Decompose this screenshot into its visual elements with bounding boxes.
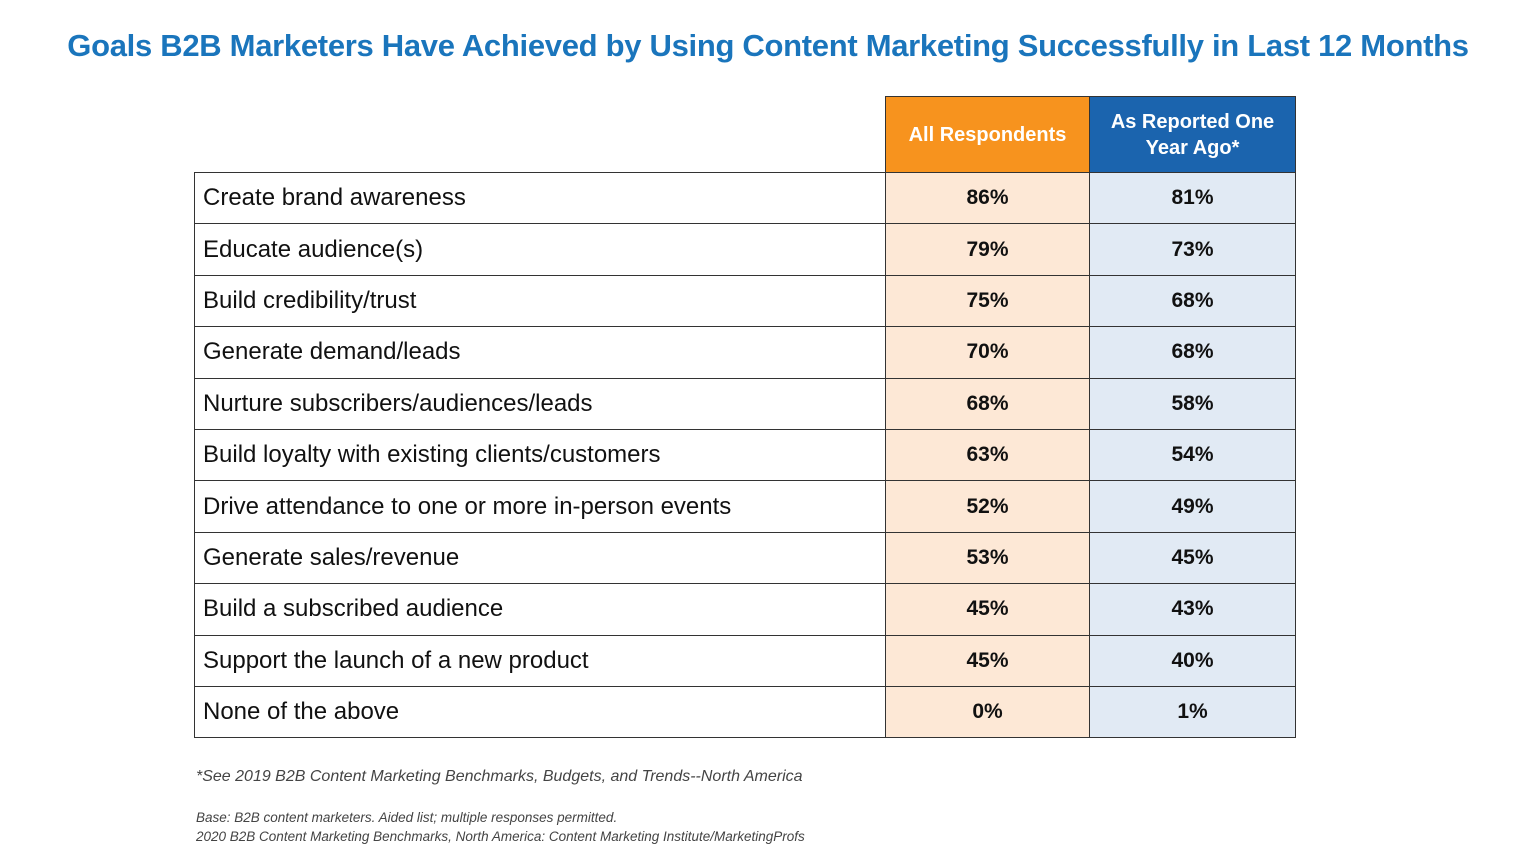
source-note: 2020 B2B Content Marketing Benchmarks, N…: [196, 829, 805, 844]
value-one-year-ago: 58%: [1089, 377, 1296, 430]
value-all-respondents: 52%: [885, 480, 1090, 533]
header-blank-cell: [194, 96, 886, 173]
header-one-year-ago: As Reported One Year Ago*: [1089, 96, 1296, 173]
table-row: Build loyalty with existing clients/cust…: [194, 428, 1296, 482]
value-all-respondents: 68%: [885, 377, 1090, 430]
row-label: Build credibility/trust: [194, 274, 886, 328]
value-all-respondents: 45%: [885, 583, 1090, 636]
table-row: None of the above 0% 1%: [194, 685, 1296, 739]
table-row: Create brand awareness 86% 81%: [194, 171, 1296, 225]
table-row: Build a subscribed audience 45% 43%: [194, 583, 1296, 636]
chart-title: Goals B2B Marketers Have Achieved by Usi…: [67, 28, 1469, 63]
value-all-respondents: 45%: [885, 634, 1090, 687]
value-all-respondents: 63%: [885, 428, 1090, 482]
row-label: Educate audience(s): [194, 223, 886, 276]
table-row: Generate sales/revenue 53% 45%: [194, 531, 1296, 585]
row-label: Create brand awareness: [194, 171, 886, 225]
row-label: Generate demand/leads: [194, 326, 886, 379]
row-label: Support the launch of a new product: [194, 634, 886, 687]
table-row: Generate demand/leads 70% 68%: [194, 326, 1296, 379]
table-row: Educate audience(s) 79% 73%: [194, 223, 1296, 276]
table-row: Support the launch of a new product 45% 40…: [194, 634, 1296, 687]
table-row: Nurture subscribers/audiences/leads 68% 58…: [194, 377, 1296, 430]
value-all-respondents: 0%: [885, 685, 1090, 739]
value-one-year-ago: 73%: [1089, 223, 1296, 276]
footnote: *See 2019 B2B Content Marketing Benchmar…: [196, 768, 803, 785]
table-row: Build credibility/trust 75% 68%: [194, 274, 1296, 328]
value-all-respondents: 70%: [885, 326, 1090, 379]
value-all-respondents: 53%: [885, 531, 1090, 585]
value-one-year-ago: 40%: [1089, 634, 1296, 687]
value-one-year-ago: 45%: [1089, 531, 1296, 585]
results-table: All Respondents As Reported One Year Ago…: [194, 96, 1296, 739]
value-all-respondents: 75%: [885, 274, 1090, 328]
value-one-year-ago: 43%: [1089, 583, 1296, 636]
value-one-year-ago: 68%: [1089, 274, 1296, 328]
row-label: Drive attendance to one or more in-perso…: [194, 480, 886, 533]
row-label: None of the above: [194, 685, 886, 739]
value-one-year-ago: 54%: [1089, 428, 1296, 482]
header-row: All Respondents As Reported One Year Ago…: [194, 96, 1296, 173]
value-one-year-ago: 81%: [1089, 171, 1296, 225]
value-all-respondents: 86%: [885, 171, 1090, 225]
table-row: Drive attendance to one or more in-perso…: [194, 480, 1296, 533]
row-label: Generate sales/revenue: [194, 531, 886, 585]
header-all-respondents: All Respondents: [885, 96, 1090, 173]
value-one-year-ago: 1%: [1089, 685, 1296, 739]
row-label: Nurture subscribers/audiences/leads: [194, 377, 886, 430]
row-label: Build loyalty with existing clients/cust…: [194, 428, 886, 482]
value-all-respondents: 79%: [885, 223, 1090, 276]
row-label: Build a subscribed audience: [194, 583, 886, 636]
value-one-year-ago: 68%: [1089, 326, 1296, 379]
value-one-year-ago: 49%: [1089, 480, 1296, 533]
base-note: Base: B2B content marketers. Aided list;…: [196, 810, 618, 825]
